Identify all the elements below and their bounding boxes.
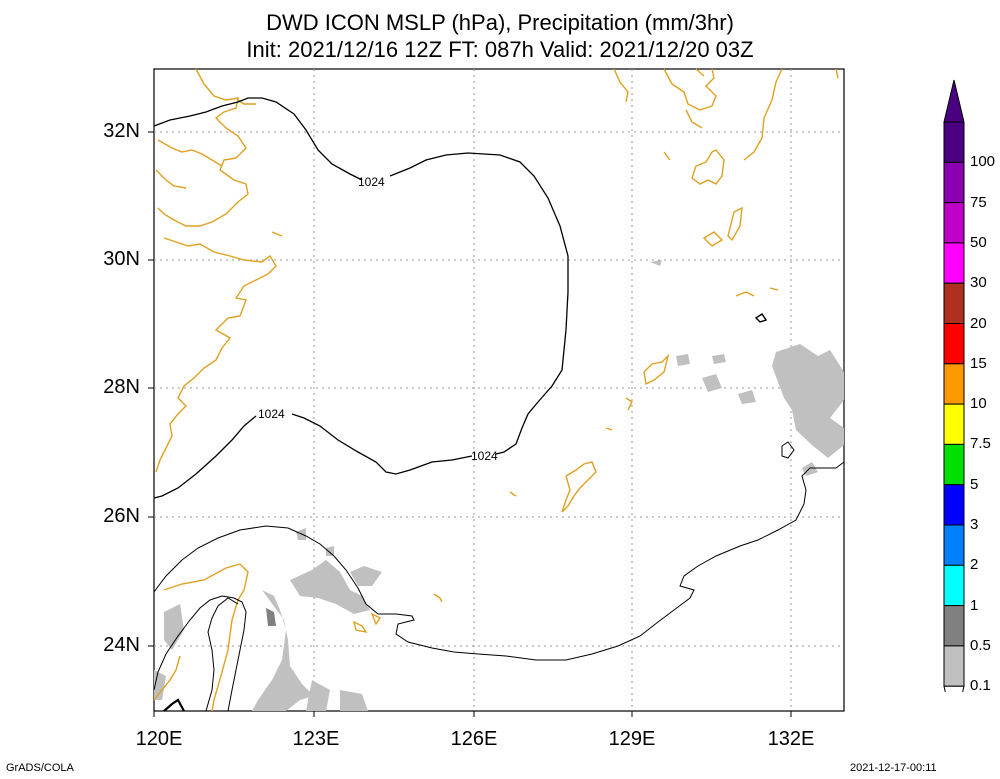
lat-label: 24N <box>103 634 140 656</box>
isobars <box>153 97 569 499</box>
colorbar-cell <box>943 121 965 163</box>
lon-label: 126E <box>450 728 498 750</box>
footer-right: 2021-12-17-00:11 <box>850 762 937 774</box>
map-grid <box>154 69 844 711</box>
lat-label: 30N <box>103 248 140 270</box>
map-frame <box>153 68 845 712</box>
colorbar <box>943 79 965 692</box>
colorbar-label: 10 <box>970 395 987 413</box>
isobar-label: 1024 <box>471 449 498 463</box>
colorbar-label: 30 <box>970 274 987 292</box>
colorbar-cell <box>943 323 965 365</box>
isobar-label: 1024 <box>258 407 285 421</box>
colorbar-cell <box>943 403 965 445</box>
lat-label: 32N <box>103 120 140 142</box>
colorbar-cell <box>943 242 965 284</box>
axis-ticks <box>148 131 792 717</box>
colorbar-label: 0.1 <box>970 677 991 695</box>
colorbar-cell <box>943 443 965 486</box>
precip-areas <box>154 260 844 711</box>
footer-left: GrADS/COLA <box>6 762 74 774</box>
colorbar-cell <box>943 202 965 244</box>
colorbar-cell <box>943 645 965 687</box>
colorbar-label: 75 <box>970 193 987 211</box>
lon-label: 123E <box>292 728 340 750</box>
isobar-1028-region <box>153 441 845 712</box>
lon-label: 132E <box>767 728 815 750</box>
colorbar-bottom-triangle <box>943 685 965 692</box>
colorbar-label: 100 <box>970 153 996 171</box>
lon-label: 129E <box>608 728 656 750</box>
precip-heavy <box>266 608 276 626</box>
colorbar-label: 7.5 <box>970 435 991 453</box>
colorbar-label: 0.5 <box>970 636 991 654</box>
colorbar-label: 5 <box>970 475 979 493</box>
map-title-line1: DWD ICON MSLP (hPa), Precipitation (mm/3… <box>266 10 734 35</box>
colorbar-label: 20 <box>970 314 987 332</box>
map-title-line2: Init: 2021/12/16 12Z FT: 087h Valid: 202… <box>246 37 754 62</box>
colorbar-label: 50 <box>970 233 987 251</box>
colorbar-cell <box>943 484 965 526</box>
colorbar-cell <box>943 161 965 204</box>
colorbar-cell <box>943 363 965 405</box>
lat-label: 26N <box>103 505 140 527</box>
colorbar-cells <box>943 79 965 692</box>
colorbar-label: 3 <box>970 516 979 533</box>
colorbar-label: 1 <box>970 596 979 614</box>
coastlines <box>153 68 839 712</box>
isobar-fragment <box>163 698 185 712</box>
colorbar-top-triangle <box>943 79 965 123</box>
isobar-label: 1024 <box>358 175 385 189</box>
colorbar-cell <box>943 564 965 607</box>
colorbar-cell <box>943 524 965 566</box>
colorbar-label: 15 <box>970 354 987 372</box>
colorbar-cell <box>943 282 965 324</box>
colorbar-label: 2 <box>970 556 979 574</box>
lon-label: 120E <box>135 728 183 750</box>
colorbar-cell <box>943 605 965 647</box>
lat-label: 28N <box>103 376 140 398</box>
